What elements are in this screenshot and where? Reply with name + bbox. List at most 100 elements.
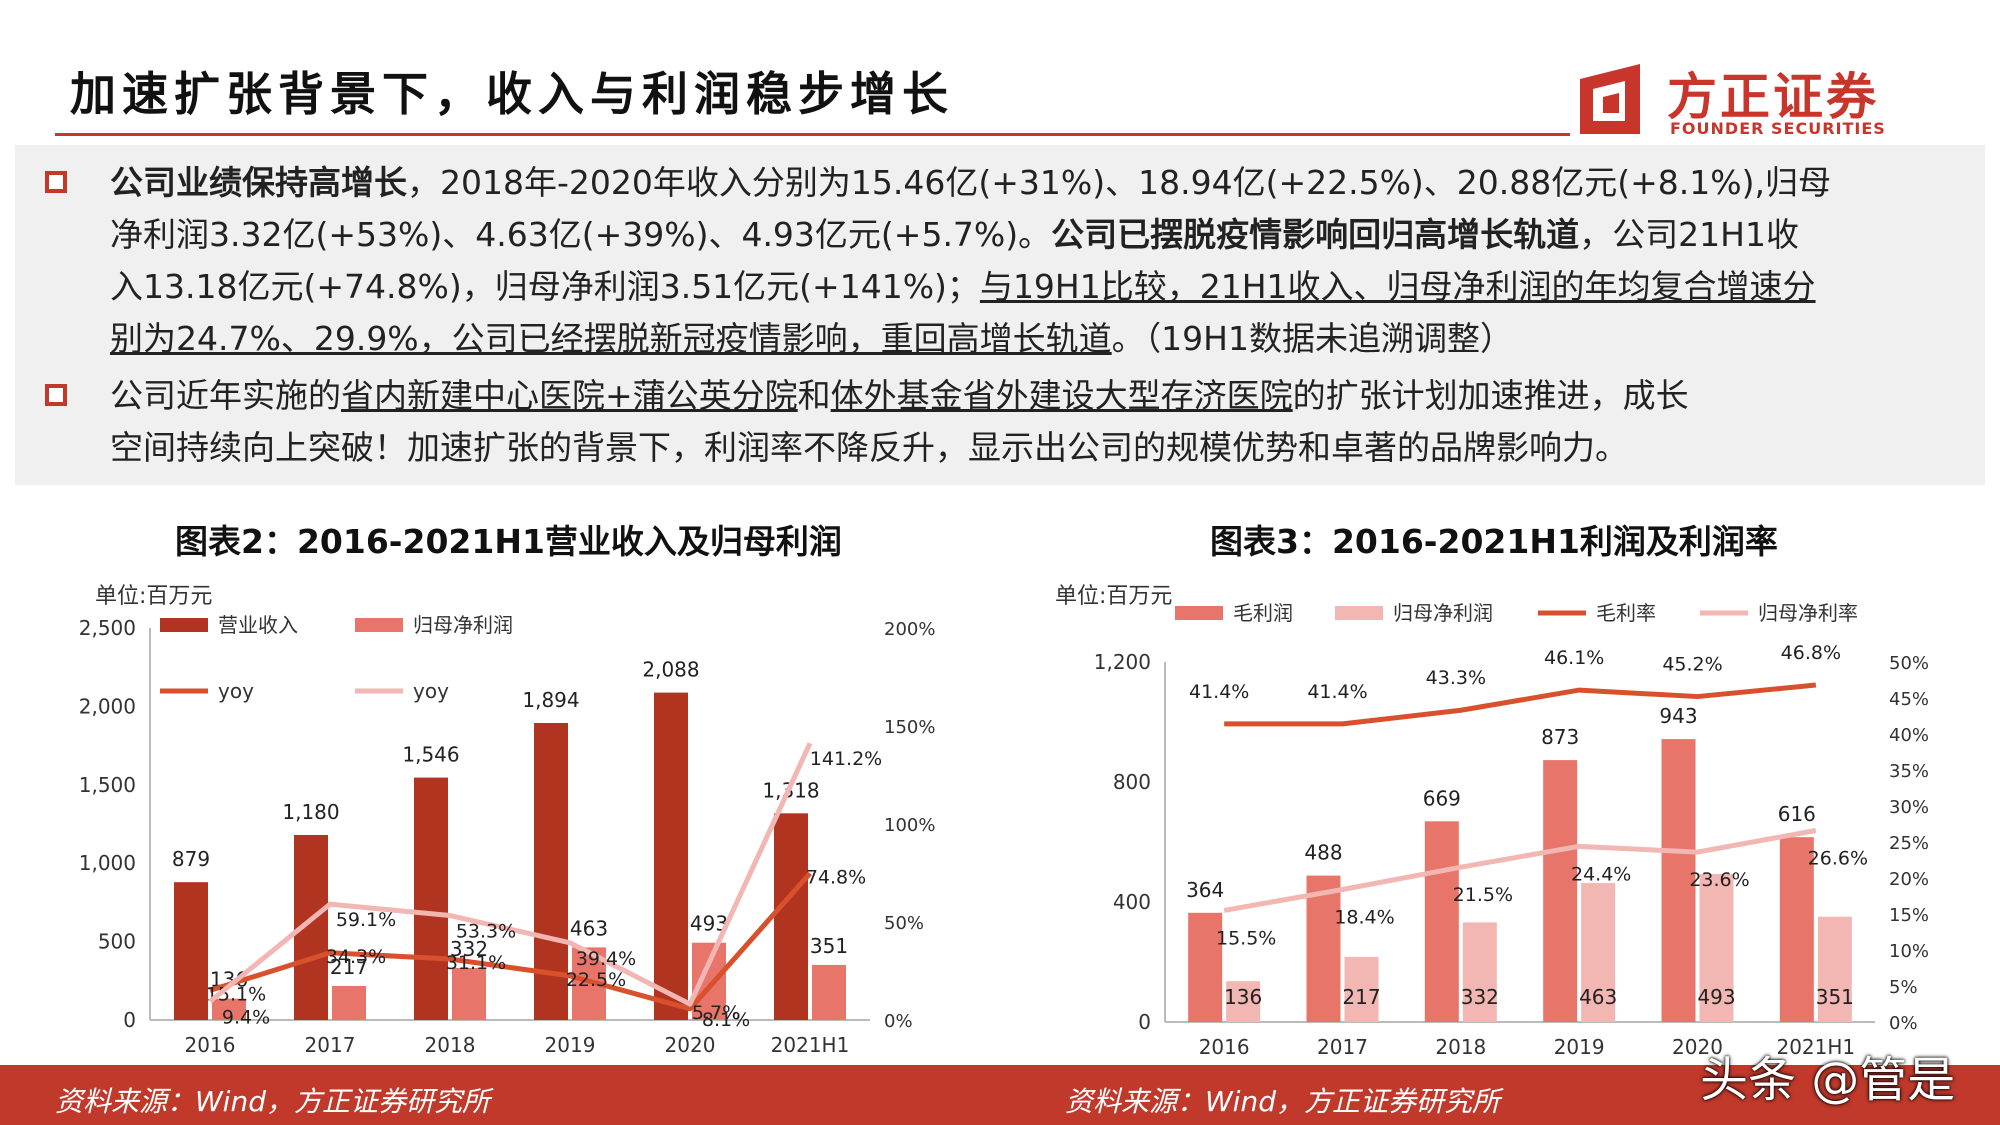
chart3-legend-label: 归母净利率 bbox=[1758, 601, 1858, 625]
bullet-2-line-2: 空间持续向上突破！加速扩张的背景下，利润率不降反升，显示出公司的规模优势和卓著的… bbox=[110, 428, 1628, 467]
chart2-line-primary bbox=[209, 871, 812, 1012]
chart2-bar-label: 217 bbox=[330, 955, 368, 979]
chart3-bar-secondary bbox=[1462, 922, 1497, 1022]
chart2-y-tick: 1,500 bbox=[79, 773, 136, 797]
bullet-1-line-2: 净利润3.32亿(+53%)、4.63亿(+39%)、4.93亿元(+5.7%)… bbox=[110, 209, 1799, 261]
chart2-x-tick: 2019 bbox=[545, 1033, 596, 1057]
chart3-legend-label: 归母净利润 bbox=[1393, 601, 1493, 625]
chart3-x-tick: 2017 bbox=[1317, 1035, 1368, 1059]
chart3-y2-tick: 40% bbox=[1889, 725, 1929, 746]
logo-text-cn: 方正证券 bbox=[1667, 68, 1879, 126]
chart3-bar-label: 332 bbox=[1461, 985, 1499, 1009]
chart2-bar-secondary bbox=[812, 964, 846, 1020]
chart2-bar-label: 332 bbox=[450, 937, 488, 961]
chart2-bar-primary bbox=[174, 882, 208, 1020]
chart2-y2-tick: 200% bbox=[884, 619, 935, 640]
bullet-1-line-4: 别为24.7%、29.9%，公司已经摆脱新冠疫情影响，重回高增长轨道。（19H1… bbox=[110, 313, 1513, 365]
chart2-line-secondary bbox=[208, 742, 813, 1007]
chart3-y2-tick: 20% bbox=[1889, 869, 1929, 890]
watermark-text: 头条 @管是 bbox=[1700, 1052, 1956, 1108]
bullet-1-line-3: 入13.18亿元(+74.8%)，归母净利润3.51亿元(+141%)；与19H… bbox=[110, 261, 1816, 313]
chart2-bar-label: 879 bbox=[172, 847, 210, 871]
chart3-x-tick: 2021H1 bbox=[1776, 1035, 1855, 1059]
chart2-bar-label: 2,088 bbox=[642, 658, 699, 682]
chart2-line-label: 8.1% bbox=[702, 1009, 750, 1031]
bullet-1-text: 净利润3.32亿(+53%)、4.63亿(+39%)、4.93亿元(+5.7%)… bbox=[110, 215, 1052, 254]
chart3-line-label: 24.4% bbox=[1571, 863, 1631, 885]
page-title: 加速扩张背景下，收入与利润稳步增长 bbox=[70, 67, 954, 121]
chart2-bar-primary bbox=[654, 692, 688, 1020]
chart2-bar-primary bbox=[774, 813, 808, 1020]
bullet-1-highlight: 公司业绩保持高增长 bbox=[110, 163, 407, 202]
chart3-x-tick: 2018 bbox=[1435, 1035, 1486, 1059]
chart2-line-label: 5.7% bbox=[692, 1002, 740, 1024]
chart3-bar-primary bbox=[1543, 760, 1578, 1022]
chart3-bar-secondary bbox=[1817, 916, 1852, 1022]
chart2-legend-swatch bbox=[160, 618, 208, 632]
chart3-legend-swatch bbox=[1335, 606, 1383, 620]
chart2-line-label: 34.3% bbox=[326, 946, 386, 968]
chart3-y2-tick: 10% bbox=[1889, 941, 1929, 962]
chart2-line-label: 31.1% bbox=[446, 952, 506, 974]
chart3-bar-label: 217 bbox=[1342, 985, 1380, 1009]
chart2-line-label: 53.3% bbox=[456, 921, 516, 943]
chart3-title: 图表3：2016-2021H1利润及利润率 bbox=[1210, 522, 1778, 561]
chart2-line-label: 141.2% bbox=[810, 748, 882, 770]
chart3-legend-label: 毛利率 bbox=[1596, 601, 1656, 625]
chart3-legend-label: 毛利润 bbox=[1233, 601, 1293, 625]
chart2-x-tick: 2016 bbox=[185, 1033, 236, 1057]
chart3-line-label: 18.4% bbox=[1334, 907, 1394, 929]
chart3-bar-primary bbox=[1661, 739, 1696, 1022]
chart3-bar-label: 364 bbox=[1186, 878, 1224, 902]
chart3-bar-primary bbox=[1188, 912, 1223, 1022]
chart3-line-label: 21.5% bbox=[1453, 884, 1513, 906]
chart3-bar-secondary bbox=[1226, 981, 1261, 1022]
chart2-bar-label: 351 bbox=[810, 934, 848, 958]
chart3-bar-label: 669 bbox=[1423, 786, 1461, 810]
chart3-bar-label: 616 bbox=[1778, 802, 1816, 826]
chart2-x-tick: 2017 bbox=[305, 1033, 356, 1057]
founder-securities-logo: 方正证券 FOUNDER SECURITIES bbox=[1575, 55, 1935, 145]
bullet-square-icon bbox=[45, 171, 67, 193]
chart2-line-label: 22.5% bbox=[566, 969, 626, 991]
chart2-revenue-profit: 0 500 1,000 1,500 2,000 2,500 0% 50% 100% 150% 200… bbox=[79, 613, 936, 1057]
chart2-legend-swatch bbox=[355, 618, 403, 632]
chart2-x-tick: 2020 bbox=[665, 1033, 716, 1057]
summary-box: 公司业绩保持高增长，2018年-2020年收入分别为15.46亿(+31%)、1… bbox=[15, 145, 1985, 485]
chart3-y2-tick: 45% bbox=[1889, 689, 1929, 710]
chart2-line-label: 74.8% bbox=[806, 866, 866, 888]
chart3-bar-secondary bbox=[1699, 874, 1734, 1022]
chart2-legend-label: 归母净利润 bbox=[413, 613, 513, 637]
bullet-2-line-1: 公司近年实施的省内新建中心医院+蒲公英分院和体外基金省外建设大型存济医院的扩张计… bbox=[110, 370, 1689, 422]
chart3-bar-primary bbox=[1779, 837, 1814, 1022]
bullet-1-text: ，公司21H1收 bbox=[1579, 215, 1799, 254]
chart3-y2-tick: 5% bbox=[1889, 977, 1918, 998]
logo-text-en: FOUNDER SECURITIES bbox=[1670, 119, 1886, 138]
bullet-1-line-1: 公司业绩保持高增长，2018年-2020年收入分别为15.46亿(+31%)、1… bbox=[110, 157, 1831, 209]
chart3-bar-label: 493 bbox=[1697, 985, 1735, 1009]
chart2-bar-secondary bbox=[452, 967, 486, 1020]
bullet-square-icon bbox=[45, 384, 67, 406]
chart3-bar-label: 943 bbox=[1659, 704, 1697, 728]
chart3-y2-tick: 30% bbox=[1889, 797, 1929, 818]
chart3-bar-label: 873 bbox=[1541, 725, 1579, 749]
chart3-line-label: 15.5% bbox=[1216, 927, 1276, 949]
chart2-bar-label: 1,894 bbox=[522, 688, 579, 712]
chart3-bar-label: 351 bbox=[1816, 985, 1854, 1009]
chart3-bar-label: 136 bbox=[1224, 985, 1262, 1009]
chart2-bar-label: 1,180 bbox=[282, 800, 339, 824]
chart3-line-label: 41.4% bbox=[1189, 681, 1249, 703]
chart3-line-secondary bbox=[1223, 828, 1817, 913]
chart2-y-tick: 0 bbox=[123, 1008, 136, 1032]
chart2-x-tick: 2018 bbox=[425, 1033, 476, 1057]
chart2-legend-label: 营业收入 bbox=[218, 613, 298, 637]
chart2-source: 资料来源：Wind，方正证券研究所 bbox=[55, 1085, 490, 1118]
chart3-bar-primary bbox=[1306, 875, 1341, 1022]
bullet-1-underlined: 别为24.7%、29.9%，公司已经摆脱新冠疫情影响，重回高增长轨道 bbox=[110, 319, 1112, 358]
chart3-y-tick: 400 bbox=[1113, 890, 1151, 914]
bullet-1-text: 入13.18亿元(+74.8%)，归母净利润3.51亿元(+141%)； bbox=[110, 267, 980, 306]
bullet-1-text: 。（19H1数据未追溯调整） bbox=[1111, 319, 1513, 358]
chart2-legend-label: yoy bbox=[218, 679, 254, 703]
chart2-unit: 单位:百万元 bbox=[95, 584, 213, 609]
chart2-y2-tick: 150% bbox=[884, 717, 935, 738]
